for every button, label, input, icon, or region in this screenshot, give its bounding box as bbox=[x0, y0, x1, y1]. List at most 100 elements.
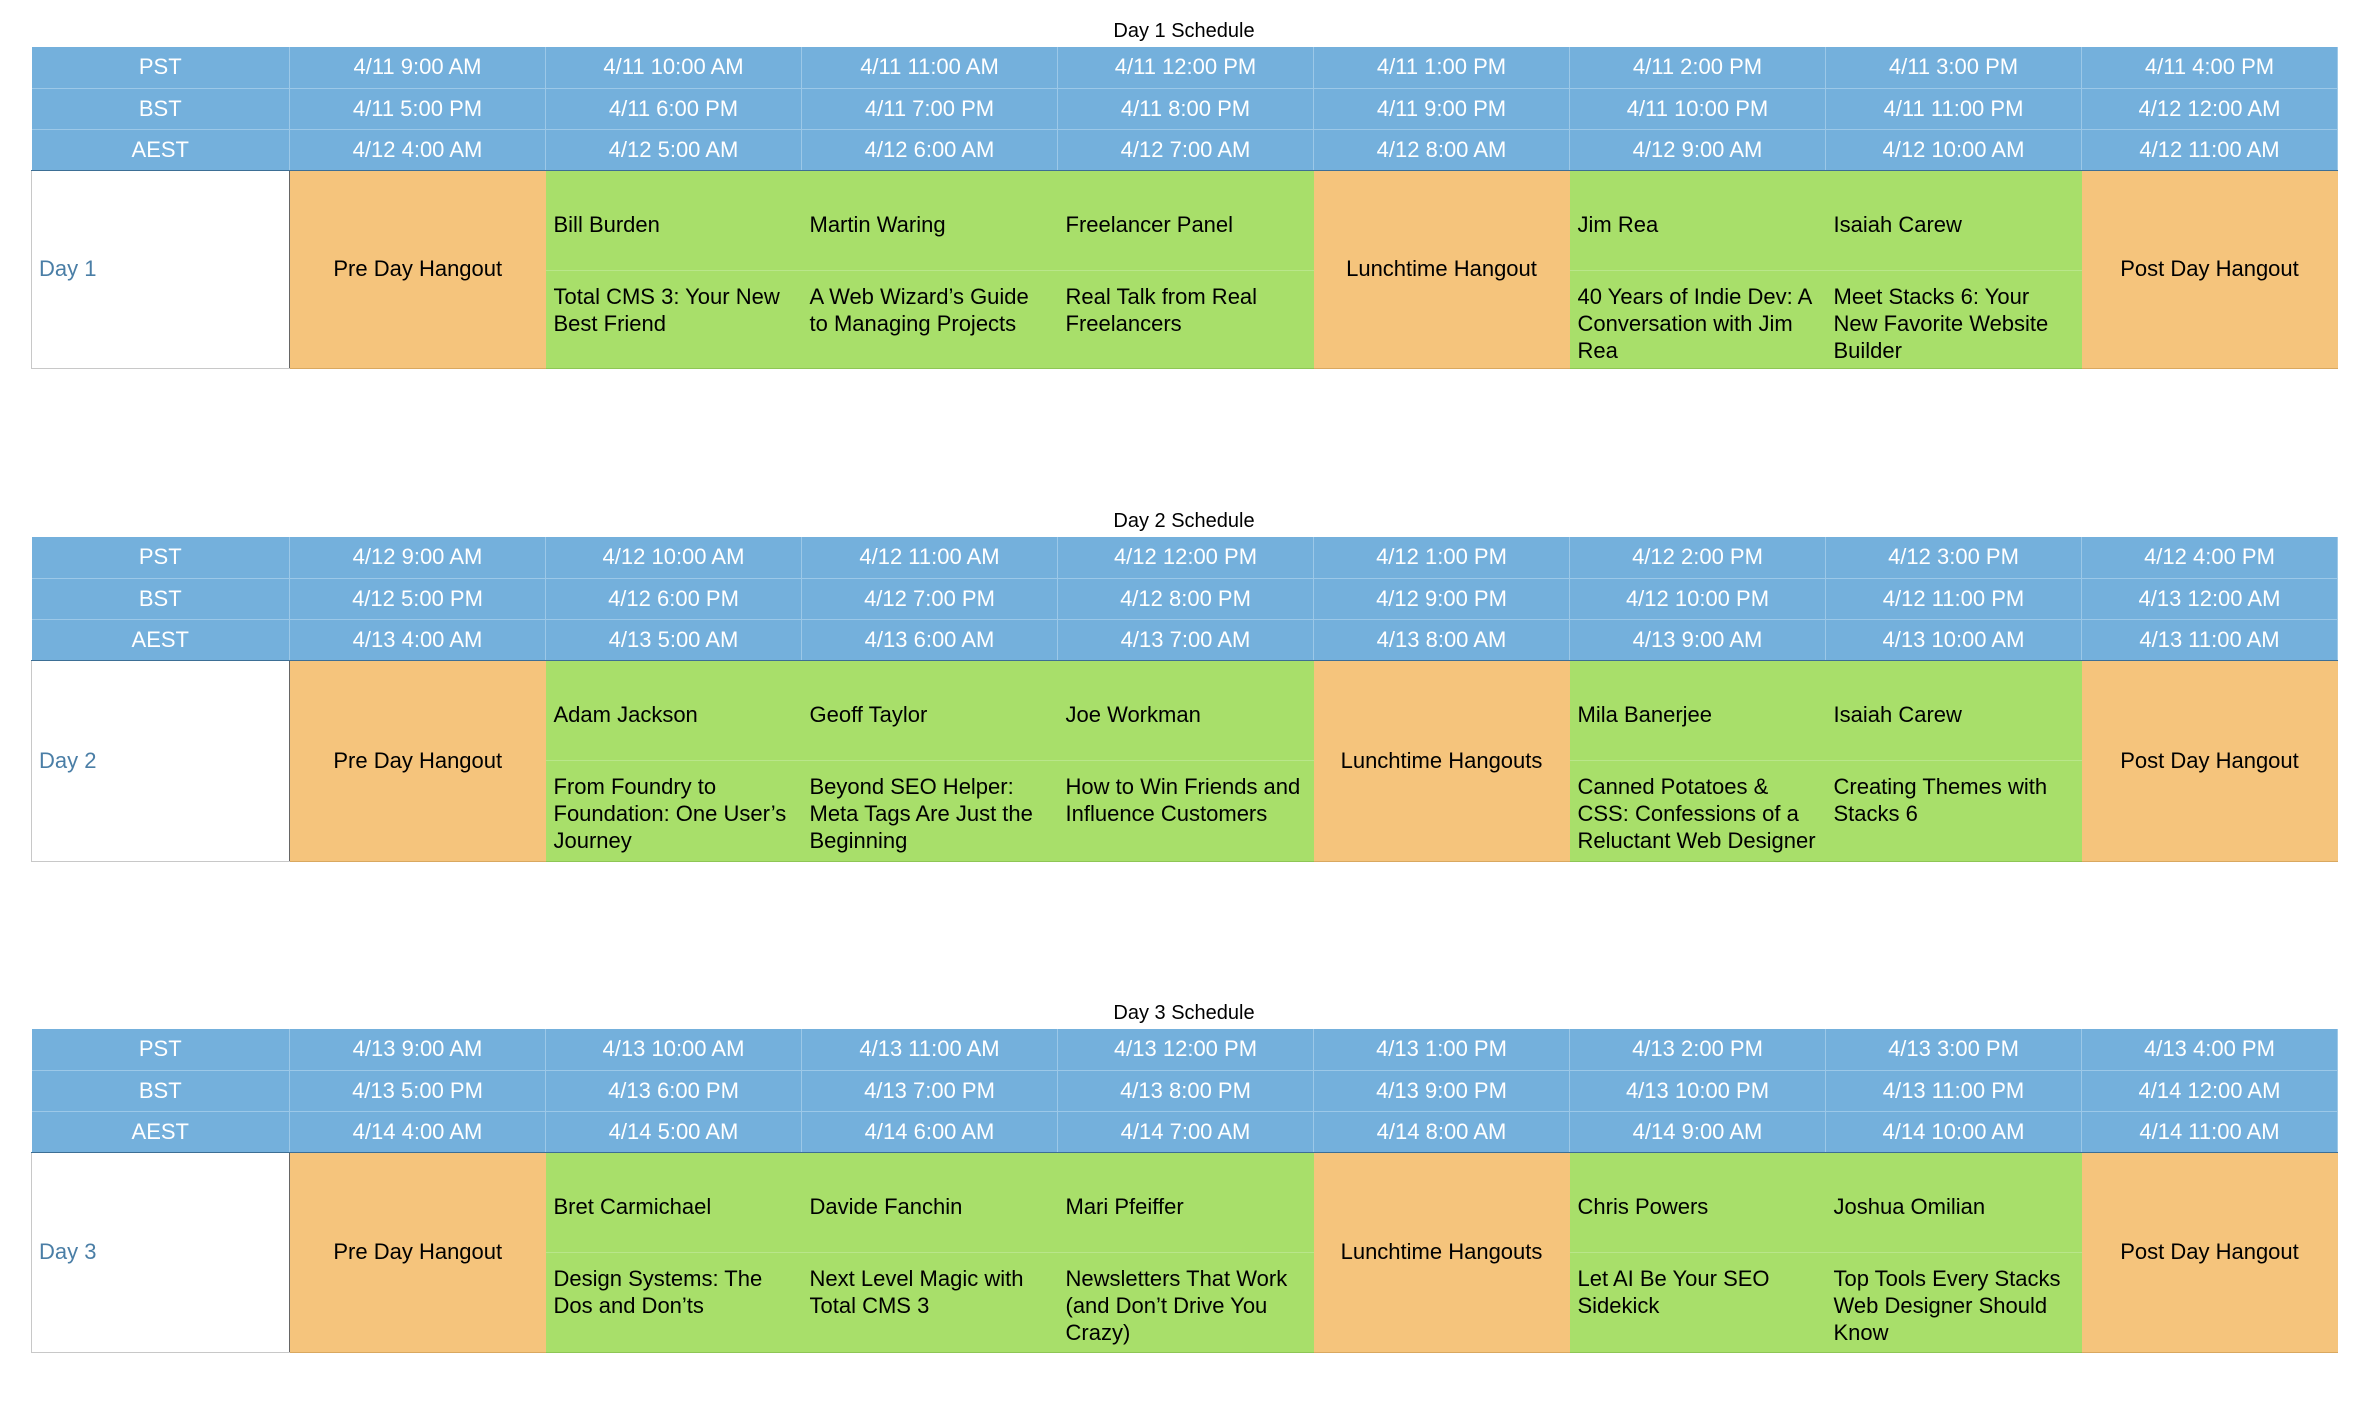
session-cell: Geoff Taylor Beyond SEO Helper: Meta Tags… bbox=[801, 660, 1058, 862]
pst-time-row: PST 4/12 9:00 AM 4/12 10:00 AM 4/12 11:00 A… bbox=[31, 537, 2338, 579]
time-cell: 4/12 6:00 AM bbox=[801, 129, 1058, 171]
day-label: Day 3 bbox=[31, 1152, 290, 1353]
timezone-label: BST bbox=[31, 578, 290, 620]
bst-time-row: BST 4/11 5:00 PM 4/11 6:00 PM 4/11 7:00 PM 4… bbox=[31, 88, 2338, 130]
time-cell: 4/13 11:00 PM bbox=[1825, 1070, 2082, 1112]
session-title: Total CMS 3: Your New Best Friend bbox=[553, 283, 780, 336]
time-cell: 4/12 9:00 AM bbox=[289, 537, 546, 579]
time-cell: 4/13 6:00 AM bbox=[801, 619, 1058, 661]
time-cell: 4/13 11:00 AM bbox=[2081, 619, 2338, 661]
timezone-label: AEST bbox=[31, 619, 290, 661]
session-title: Real Talk from Real Freelancers bbox=[1065, 283, 1258, 336]
hangout-cell: Pre Day Hangout bbox=[289, 170, 546, 369]
timezone-label: BST bbox=[31, 88, 290, 130]
session-title: How to Win Friends and Influence Custome… bbox=[1065, 773, 1301, 826]
hangout-cell: Lunchtime Hangouts bbox=[1313, 1152, 1570, 1353]
bst-time-row: BST 4/13 5:00 PM 4/13 6:00 PM 4/13 7:00 PM 4… bbox=[31, 1070, 2338, 1112]
time-cell: 4/11 3:00 PM bbox=[1825, 47, 2082, 89]
day-2-schedule: Day 2 Schedule PST 4/12 9:00 AM 4/12 10:00 … bbox=[31, 505, 2338, 862]
time-cell: 4/12 12:00 AM bbox=[2081, 88, 2338, 130]
time-cell: 4/11 10:00 AM bbox=[545, 47, 802, 89]
speaker-name: Geoff Taylor bbox=[801, 661, 1058, 761]
speaker-name: Jim Rea bbox=[1569, 171, 1826, 271]
time-cell: 4/13 7:00 AM bbox=[1057, 619, 1314, 661]
session-title: 40 Years of Indie Dev: A Conversation wi… bbox=[1577, 283, 1812, 363]
time-cell: 4/13 9:00 PM bbox=[1313, 1070, 1570, 1112]
sessions-row: Day 1 Pre Day Hangout Bill Burden Total CMS… bbox=[31, 170, 2338, 369]
time-cell: 4/12 5:00 AM bbox=[545, 129, 802, 171]
time-cell: 4/11 9:00 PM bbox=[1313, 88, 1570, 130]
time-cell: 4/11 1:00 PM bbox=[1313, 47, 1570, 89]
time-cell: 4/12 10:00 AM bbox=[1825, 129, 2082, 171]
session-cell: Joshua Omilian Top Tools Every Stacks Web… bbox=[1825, 1152, 2082, 1353]
sessions-row: Day 3 Pre Day Hangout Bret Carmichael Desig… bbox=[31, 1152, 2338, 1353]
schedule-table: PST 4/12 9:00 AM 4/12 10:00 AM 4/12 11:00 A… bbox=[31, 537, 2338, 862]
time-cell: 4/13 4:00 AM bbox=[289, 619, 546, 661]
time-cell: 4/12 9:00 AM bbox=[1569, 129, 1826, 171]
time-cell: 4/12 6:00 PM bbox=[545, 578, 802, 620]
time-cell: 4/13 12:00 AM bbox=[2081, 578, 2338, 620]
session-title: Design Systems: The Dos and Don’ts bbox=[553, 1265, 763, 1318]
session-cell: Bill Burden Total CMS 3: Your New Best Fr… bbox=[545, 170, 802, 369]
time-cell: 4/12 1:00 PM bbox=[1313, 537, 1570, 579]
time-cell: 4/11 11:00 PM bbox=[1825, 88, 2082, 130]
speaker-name: Isaiah Carew bbox=[1825, 171, 2082, 271]
time-cell: 4/13 2:00 PM bbox=[1569, 1029, 1826, 1071]
time-cell: 4/13 10:00 PM bbox=[1569, 1070, 1826, 1112]
time-cell: 4/13 1:00 PM bbox=[1313, 1029, 1570, 1071]
session-cell: Adam Jackson From Foundry to Foundation: … bbox=[545, 660, 802, 862]
time-cell: 4/11 7:00 PM bbox=[801, 88, 1058, 130]
session-cell: Chris Powers Let AI Be Your SEO Sidekick bbox=[1569, 1152, 1826, 1353]
time-cell: 4/14 9:00 AM bbox=[1569, 1111, 1826, 1153]
session-cell: Bret Carmichael Design Systems: The Dos a… bbox=[545, 1152, 802, 1353]
timezone-label: PST bbox=[31, 1029, 290, 1071]
time-cell: 4/12 7:00 AM bbox=[1057, 129, 1314, 171]
time-cell: 4/13 8:00 AM bbox=[1313, 619, 1570, 661]
time-cell: 4/14 12:00 AM bbox=[2081, 1070, 2338, 1112]
day-3-schedule: Day 3 Schedule PST 4/13 9:00 AM 4/13 10:00 … bbox=[31, 997, 2338, 1353]
time-cell: 4/11 5:00 PM bbox=[289, 88, 546, 130]
time-cell: 4/12 11:00 PM bbox=[1825, 578, 2082, 620]
time-cell: 4/11 11:00 AM bbox=[801, 47, 1058, 89]
speaker-name: Martin Waring bbox=[801, 171, 1058, 271]
day-label: Day 1 bbox=[31, 170, 290, 369]
sessions-row: Day 2 Pre Day Hangout Adam Jackson From Fou… bbox=[31, 660, 2338, 862]
session-title: Newsletters That Work (and Don’t Drive Y… bbox=[1065, 1265, 1288, 1345]
time-cell: 4/14 6:00 AM bbox=[801, 1111, 1058, 1153]
session-title: Meet Stacks 6: Your New Favorite Website… bbox=[1833, 283, 2049, 363]
time-cell: 4/12 10:00 AM bbox=[545, 537, 802, 579]
timezone-label: PST bbox=[31, 47, 290, 89]
hangout-cell: Pre Day Hangout bbox=[289, 1152, 546, 1353]
timezone-label: AEST bbox=[31, 129, 290, 171]
timezone-label: PST bbox=[31, 537, 290, 579]
session-title: Next Level Magic with Total CMS 3 bbox=[809, 1265, 1024, 1318]
time-cell: 4/13 8:00 PM bbox=[1057, 1070, 1314, 1112]
time-cell: 4/12 11:00 AM bbox=[2081, 129, 2338, 171]
time-cell: 4/11 6:00 PM bbox=[545, 88, 802, 130]
hangout-cell: Lunchtime Hangouts bbox=[1313, 660, 1570, 862]
hangout-cell: Pre Day Hangout bbox=[289, 660, 546, 862]
speaker-name: Mila Banerjee bbox=[1569, 661, 1826, 761]
session-cell: Freelancer Panel Real Talk from Real Free… bbox=[1057, 170, 1314, 369]
session-title: A Web Wizard’s Guide to Managing Project… bbox=[809, 283, 1029, 336]
hangout-cell: Post Day Hangout bbox=[2081, 170, 2338, 369]
speaker-name: Davide Fanchin bbox=[801, 1153, 1058, 1253]
time-cell: 4/13 5:00 PM bbox=[289, 1070, 546, 1112]
time-cell: 4/13 3:00 PM bbox=[1825, 1029, 2082, 1071]
speaker-name: Adam Jackson bbox=[545, 661, 802, 761]
hangout-cell: Post Day Hangout bbox=[2081, 660, 2338, 862]
time-cell: 4/14 11:00 AM bbox=[2081, 1111, 2338, 1153]
time-cell: 4/13 10:00 AM bbox=[1825, 619, 2082, 661]
session-cell: Mila Banerjee Canned Potatoes & CSS: Conf… bbox=[1569, 660, 1826, 862]
time-cell: 4/12 9:00 PM bbox=[1313, 578, 1570, 620]
time-cell: 4/11 8:00 PM bbox=[1057, 88, 1314, 130]
session-title: Canned Potatoes & CSS: Confessions of a … bbox=[1577, 773, 1816, 853]
session-cell: Joe Workman How to Win Friends and Influe… bbox=[1057, 660, 1314, 862]
session-cell: Isaiah Carew Meet Stacks 6: Your New Favo… bbox=[1825, 170, 2082, 369]
time-cell: 4/12 4:00 AM bbox=[289, 129, 546, 171]
time-cell: 4/12 10:00 PM bbox=[1569, 578, 1826, 620]
session-title: Creating Themes with Stacks 6 bbox=[1833, 773, 2048, 826]
hangout-cell: Post Day Hangout bbox=[2081, 1152, 2338, 1353]
session-title: Beyond SEO Helper: Meta Tags Are Just th… bbox=[809, 773, 1033, 853]
time-cell: 4/14 5:00 AM bbox=[545, 1111, 802, 1153]
